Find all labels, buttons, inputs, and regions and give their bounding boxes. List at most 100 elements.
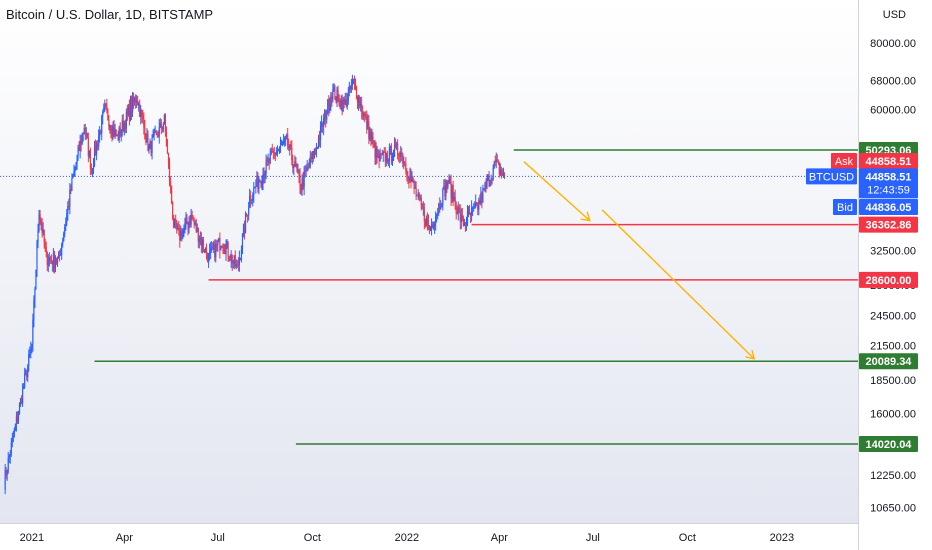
candle-body (354, 81, 357, 88)
candle-body (6, 471, 8, 476)
candle-body (426, 218, 429, 223)
candle-body (360, 104, 362, 107)
candles-group (4, 74, 506, 495)
candle-body (27, 365, 29, 378)
candle-body (54, 262, 57, 268)
level-tag-20089.34 (859, 353, 918, 370)
candle-body (192, 219, 194, 222)
candle-body (292, 160, 294, 168)
candle-body (227, 242, 229, 257)
candle-body (255, 186, 257, 187)
candle-body (152, 135, 154, 138)
candle-body (196, 227, 198, 232)
candle-body (375, 147, 377, 158)
candle-body (410, 175, 412, 181)
candle-body (111, 130, 113, 135)
candle-body (311, 151, 313, 159)
bid-value-box (859, 199, 918, 215)
candle-body (300, 187, 302, 191)
candle-body (336, 89, 338, 101)
candle-body (100, 130, 102, 134)
candle-body (237, 264, 239, 266)
candle-body (386, 152, 388, 162)
candle-body (503, 174, 506, 177)
candle-body (159, 122, 161, 127)
level-tag-value: 36362.86 (866, 220, 912, 232)
forecast-arrow (523, 161, 590, 221)
candle-body (479, 200, 481, 204)
candle-body (265, 160, 267, 174)
candle-body (11, 437, 13, 443)
candle-body (394, 144, 397, 146)
candle-body (121, 120, 123, 132)
candle-body (374, 142, 376, 158)
candle-body (52, 253, 55, 265)
candle-body (65, 222, 67, 227)
candle-body (186, 218, 188, 225)
candle-body (461, 215, 463, 219)
candle-body (101, 116, 103, 134)
candle-body (318, 137, 321, 140)
candle-body (154, 130, 156, 132)
candle-body (98, 137, 100, 147)
candle-body (178, 228, 180, 231)
candle-body (8, 456, 10, 459)
candle-body (438, 203, 440, 214)
candle-body (36, 242, 38, 270)
candle-body (432, 226, 435, 229)
y-tick-label: 24500.00 (870, 311, 916, 323)
candle-body (135, 97, 137, 103)
candle-body (266, 160, 268, 162)
candle-body (494, 161, 496, 163)
candle-body (114, 129, 116, 136)
candle-body (309, 156, 311, 167)
candle-body (167, 153, 170, 164)
candle-body (112, 126, 114, 135)
candle-body (88, 150, 90, 157)
candle-body (483, 188, 485, 190)
candle-body (127, 107, 130, 114)
candle-body (238, 258, 240, 265)
candle-body (169, 180, 172, 186)
candle-body (295, 161, 297, 168)
candle-body (340, 99, 342, 107)
candle-body (205, 248, 208, 255)
candle-body (23, 386, 25, 389)
candle-body (125, 111, 127, 129)
candle-body (249, 195, 251, 208)
symbol-label-box (806, 168, 857, 185)
candle-body (71, 178, 73, 191)
candle-body (427, 222, 430, 229)
candle-body (449, 177, 451, 183)
candle-body (452, 185, 454, 201)
candle-body (129, 103, 132, 120)
candle-body (422, 208, 424, 210)
candle-body (406, 170, 408, 177)
candle-body (332, 89, 334, 99)
candle-body (190, 214, 192, 225)
candle-body (474, 206, 476, 208)
candle-body (289, 144, 291, 149)
candle-body (203, 249, 206, 253)
candle-body (440, 207, 442, 209)
candle-body (390, 146, 393, 161)
candle-body (431, 224, 434, 229)
candle-body (122, 120, 124, 132)
candle-body (367, 121, 369, 130)
candle-body (279, 144, 282, 149)
candle-body (290, 144, 292, 148)
candle-body (343, 99, 345, 105)
candle-body (399, 154, 401, 157)
candle-body (471, 208, 473, 216)
candle-body (226, 242, 228, 247)
candle-body (124, 122, 126, 129)
candle-body (329, 104, 331, 111)
candle-body (90, 168, 93, 170)
candle-body (204, 248, 207, 253)
candle-body (323, 117, 325, 128)
candle-body (197, 227, 199, 242)
candle-body (331, 96, 333, 99)
candle-body (441, 205, 443, 208)
